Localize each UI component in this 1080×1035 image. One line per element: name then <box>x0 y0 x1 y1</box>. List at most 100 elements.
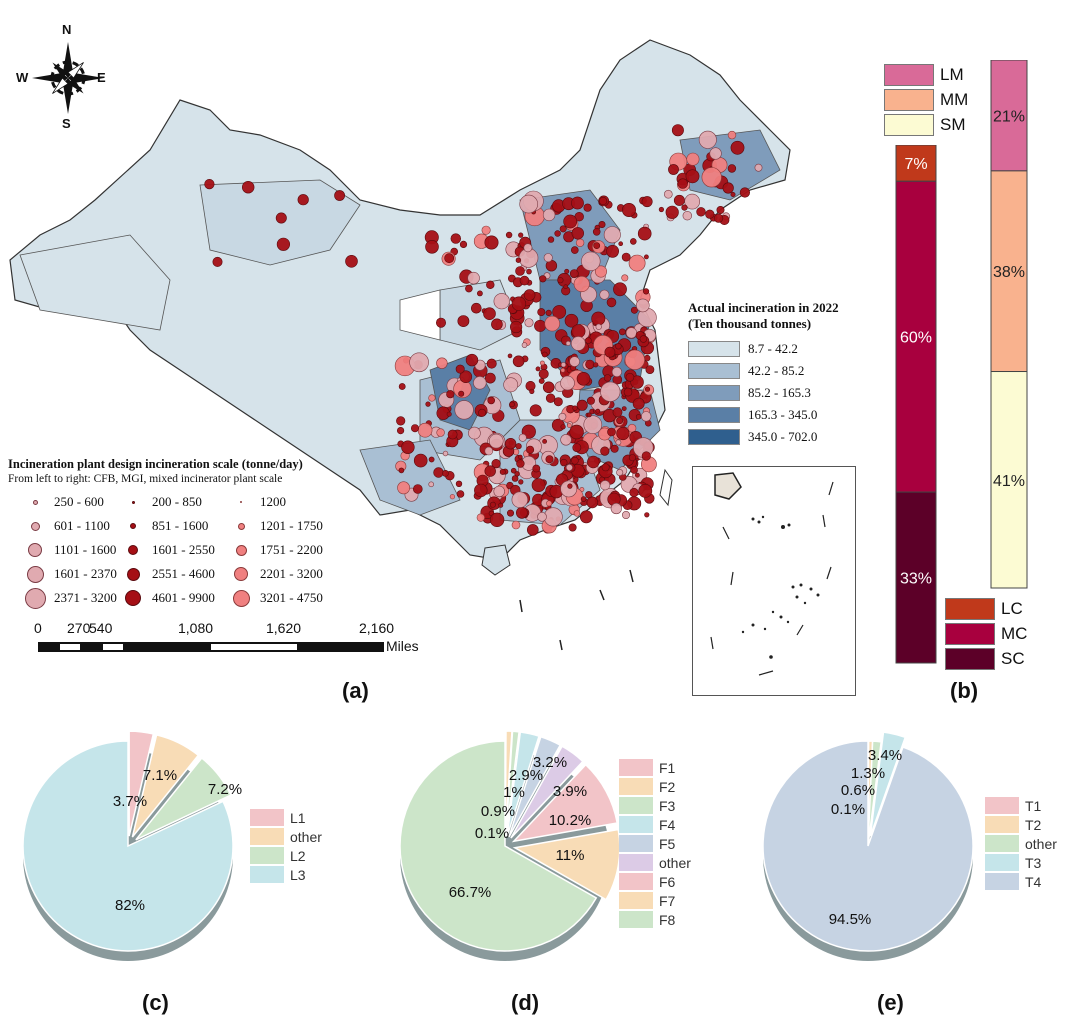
plant-marker <box>638 483 653 498</box>
plant-marker <box>212 256 223 267</box>
bar-legend-swatch <box>945 647 995 670</box>
plant-symbol-holder <box>118 500 148 504</box>
inset-map <box>692 466 856 696</box>
plant-marker <box>523 289 536 301</box>
plant-marker <box>558 412 567 421</box>
scale-tick-label: 1,620 <box>266 620 302 636</box>
scale-tick-label: 270 <box>67 620 91 636</box>
plant-marker <box>616 426 630 441</box>
plant-marker <box>534 319 547 332</box>
plant-symbol-holder <box>20 499 50 505</box>
plant-marker <box>545 393 556 403</box>
scale-tick-label: 2,160 <box>359 620 395 636</box>
plant-marker <box>572 405 578 411</box>
plant-marker <box>481 225 491 235</box>
plant-marker <box>642 288 650 295</box>
plant-marker <box>526 268 532 275</box>
bar-legend-item: LM <box>884 62 968 87</box>
map-legend-label: 345.0 - 702.0 <box>748 429 818 444</box>
plant-marker <box>665 205 679 219</box>
bar-panel: LM MM SM 7% 60% 33% 21% 38% 41% LC MC SC (b) <box>870 0 1080 710</box>
plant-symbol-icon <box>240 501 242 503</box>
plant-marker <box>345 254 358 268</box>
pie-slice-label: 11% <box>556 847 585 864</box>
pie-d-legend: F1 F2 F3 F4 F5 other F6 F7 F8 <box>619 758 691 929</box>
plant-marker <box>543 253 553 263</box>
plant-marker <box>599 289 610 300</box>
pie-legend-label: F8 <box>659 911 676 928</box>
plant-marker <box>623 387 633 397</box>
plant-marker <box>455 364 465 374</box>
plant-marker <box>541 351 548 358</box>
plant-marker <box>583 415 603 435</box>
pie-c: 3.7% 7.1% 7.2% 82% <box>22 730 242 961</box>
pie-legend-item: T4 <box>985 872 1057 891</box>
map-legend-label: 165.3 - 345.0 <box>748 407 818 422</box>
bar-legend-label: LM <box>940 64 964 84</box>
plant-marker <box>519 194 539 214</box>
plant-legend-item: 601 - 1100 <box>20 514 117 538</box>
plant-marker <box>709 147 722 160</box>
plant-marker <box>442 450 449 457</box>
plant-marker <box>514 471 520 477</box>
plant-marker <box>564 313 579 328</box>
plant-marker <box>644 254 649 260</box>
plant-marker <box>518 433 527 442</box>
panel-label-b: (b) <box>950 678 979 703</box>
pie-legend-swatch <box>619 816 653 833</box>
plant-marker <box>621 203 636 218</box>
plant-marker <box>507 353 513 359</box>
plant-symbol-icon <box>237 522 245 530</box>
pie-slice-label: 0.9% <box>481 803 515 820</box>
plant-marker <box>615 343 622 350</box>
plant-marker <box>684 193 701 210</box>
plant-marker <box>493 485 505 498</box>
pie-slice-label: 3.2% <box>533 754 567 771</box>
pie-legend-label: F1 <box>659 759 676 776</box>
plant-marker <box>560 362 567 368</box>
plant-marker <box>554 230 561 237</box>
plant-marker <box>518 479 524 485</box>
plant-marker <box>493 293 510 310</box>
bar-legend-item: MM <box>884 87 968 112</box>
plant-marker <box>600 446 610 456</box>
plant-marker <box>730 140 745 155</box>
plant-marker <box>510 467 517 474</box>
plant-marker <box>539 275 547 283</box>
plant-marker <box>552 305 567 319</box>
plant-marker <box>645 365 655 374</box>
pie-legend-item: F3 <box>619 796 691 815</box>
plant-marker <box>428 456 435 463</box>
plant-marker <box>476 290 483 297</box>
pie-legend-label: L2 <box>290 847 306 864</box>
plant-marker <box>586 496 599 509</box>
plant-symbol-holder <box>20 587 50 609</box>
plant-marker <box>465 353 479 367</box>
plant-symbol-icon <box>24 587 46 609</box>
pie-slice-t3 <box>869 731 907 837</box>
pie-slice-label: 3.9% <box>553 783 587 800</box>
plant-marker <box>516 459 525 468</box>
map-legend-item: 42.2 - 85.2 <box>688 360 868 382</box>
pie-legend-swatch <box>985 816 1019 833</box>
plant-marker <box>505 231 513 239</box>
plant-marker <box>484 372 496 384</box>
plant-marker <box>518 232 524 238</box>
plant-marker <box>436 357 448 369</box>
plant-marker <box>531 478 546 492</box>
plant-legend-label: 250 - 600 <box>54 494 104 509</box>
pie-legend-label: other <box>1025 835 1057 852</box>
plant-marker <box>754 163 763 172</box>
plant-marker <box>515 257 522 263</box>
plant-marker <box>621 274 629 282</box>
pie-legend-swatch <box>619 892 653 909</box>
plant-marker <box>630 466 638 474</box>
pie-slice-label: 3.4% <box>868 747 902 764</box>
plant-marker <box>677 178 688 189</box>
panel-label-d: (d) <box>511 990 540 1015</box>
plant-marker <box>547 236 555 243</box>
plant-marker <box>668 164 679 175</box>
map-panel: N S W E <box>8 22 868 703</box>
plant-marker <box>504 438 517 450</box>
pie-e-legend: T1 T2 other T3 T4 <box>985 796 1057 891</box>
